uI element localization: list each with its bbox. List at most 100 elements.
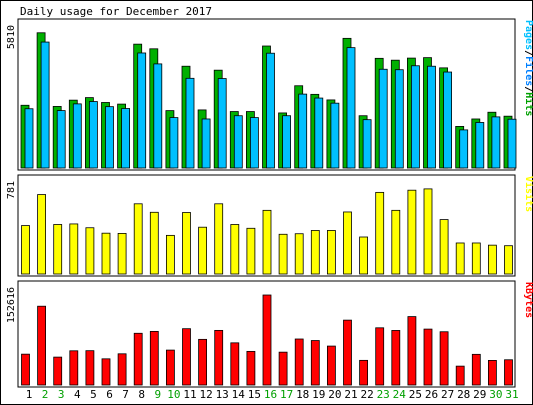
x-tick-label: 31 [505,388,518,401]
bar-visits [53,224,63,275]
panel-3-ymax-label: 152616 [6,287,17,323]
bar-visits [326,230,336,275]
bar-visits [230,224,240,275]
bar-files [40,41,50,169]
bar-visits [455,242,465,275]
bar-files [362,119,372,169]
bar-kbytes [117,353,127,386]
x-tick-label: 30 [489,388,502,401]
bar-kbytes [391,330,401,386]
bar-files [443,71,453,169]
bar-visits [407,189,417,275]
x-tick-label: 28 [457,388,470,401]
bar-kbytes [198,338,208,386]
bar-visits [21,225,30,275]
bar-kbytes [504,359,513,386]
bar-files [121,108,130,169]
x-tick-label: 24 [393,388,407,401]
x-tick-label: 5 [90,388,97,401]
bar-files [105,106,114,169]
x-tick-label: 25 [409,388,422,401]
x-tick-label: 11 [183,388,196,401]
bar-kbytes [487,360,497,386]
bar-kbytes [53,356,63,386]
bar-files [346,47,356,169]
x-tick-label: 2 [42,388,49,401]
bar-files [233,115,243,169]
bar-visits [165,234,175,275]
bar-kbytes [165,349,175,386]
bar-kbytes [133,332,143,386]
bar-kbytes [471,353,481,386]
bar-kbytes [375,327,385,386]
x-tick-label: 15 [248,388,261,401]
bar-files [266,52,275,169]
bar-kbytes [294,338,304,386]
bar-visits [101,232,111,275]
x-tick-label: 3 [58,388,65,401]
bar-files [89,101,98,169]
bar-visits [182,212,191,275]
bar-visits [198,226,208,275]
bar-visits [439,219,449,275]
bar-visits [487,244,497,275]
bar-visits [504,245,513,275]
bar-files [153,63,163,169]
bar-visits [471,242,481,275]
bar-files [169,117,179,169]
bar-files [298,93,308,169]
legend-separator: / [523,50,533,56]
bar-kbytes [101,358,111,386]
bar-visits [149,211,159,275]
x-tick-label: 4 [74,388,81,401]
x-tick-label: 27 [441,388,454,401]
x-tick-label: 1 [26,388,33,401]
chart-title: Daily usage for December 2017 [20,5,212,18]
bar-visits [69,223,79,275]
bar-kbytes [423,328,433,386]
x-tick-label: 10 [167,388,180,401]
x-tick-label: 13 [216,388,229,401]
bar-files [72,103,82,169]
x-tick-label: 22 [360,388,373,401]
bar-files [459,129,469,169]
bar-visits [343,211,352,275]
bar-visits [294,233,304,275]
legend-entry-kbytes: KBytes [523,282,533,318]
x-tick-label: 19 [312,388,325,401]
bar-kbytes [407,316,417,386]
bar-kbytes [359,359,369,386]
x-tick-label: 29 [473,388,486,401]
bar-visits [359,236,369,275]
bar-files [410,65,420,169]
bar-kbytes [69,350,79,386]
bar-files [137,52,147,169]
legend-separator: / [523,86,533,92]
bar-kbytes [455,365,465,386]
bar-visits [85,227,95,275]
legend-entry-hits: Hits [523,92,533,116]
panel-3-legend: KBytes [523,282,533,318]
x-tick-label: 6 [106,388,113,401]
bar-visits [37,194,46,275]
x-tick-label: 21 [344,388,357,401]
panel-2-legend: Visits [523,176,533,212]
bar-files [330,102,340,169]
x-tick-label: 7 [122,388,129,401]
x-tick-label: 14 [232,388,246,401]
bar-kbytes [182,328,191,386]
bar-kbytes [246,350,256,386]
bar-visits [214,203,224,275]
x-tick-label: 8 [138,388,145,401]
bar-kbytes [278,351,288,386]
bar-visits [133,203,143,275]
bar-files [185,77,195,169]
bar-kbytes [37,305,46,386]
x-tick-label: 20 [328,388,341,401]
bar-visits [246,227,256,275]
bar-files [427,65,436,169]
bar-files [282,115,292,169]
bar-kbytes [310,340,320,386]
bar-visits [262,209,272,275]
bar-files [24,108,34,169]
